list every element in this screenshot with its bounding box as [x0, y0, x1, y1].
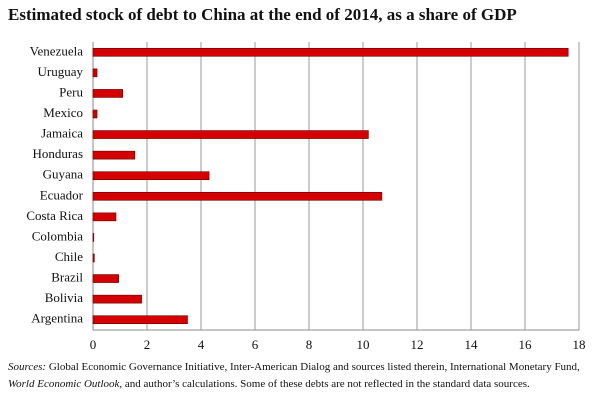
x-tick-label: 8 [306, 337, 313, 352]
y-tick-label: Colombia [32, 228, 84, 243]
source-part: Sources: [8, 361, 46, 373]
x-tick-label: 18 [573, 337, 586, 352]
y-tick-label: Costa Rica [26, 208, 83, 223]
bar [92, 109, 98, 119]
x-tick-label: 4 [198, 337, 205, 352]
x-tick-label: 6 [252, 337, 259, 352]
y-tick-label: Mexico [43, 105, 83, 120]
y-tick-label: Venezuela [30, 43, 84, 58]
y-tick-label: Jamaica [41, 126, 83, 141]
bar [92, 315, 188, 325]
bar [92, 253, 95, 263]
y-tick-label: Chile [55, 249, 83, 264]
y-tick-label: Argentina [31, 311, 83, 326]
bar [92, 233, 95, 242]
x-tick-label: 16 [519, 337, 533, 352]
chart-title: Estimated stock of debt to China at the … [8, 5, 517, 24]
source-note: Sources: Global Economic Governance Init… [8, 361, 580, 373]
bar [92, 68, 98, 78]
bar [92, 191, 383, 201]
x-tick-label: 12 [411, 337, 424, 352]
bar [92, 171, 210, 181]
y-tick-label: Ecuador [40, 187, 84, 202]
y-tick-label: Bolivia [45, 290, 84, 305]
source-part: , and author’s calculations. Some of the… [119, 378, 530, 390]
bar [92, 212, 117, 222]
x-tick-label: 2 [144, 337, 151, 352]
bar [92, 89, 124, 98]
y-tick-label: Guyana [43, 167, 84, 182]
y-tick-label: Brazil [51, 270, 83, 285]
bar [92, 150, 136, 160]
x-tick-label: 10 [357, 337, 370, 352]
source-note: World Economic Outlook, and author’s cal… [8, 378, 530, 390]
y-tick-label: Peru [59, 84, 83, 99]
x-tick-label: 14 [465, 337, 479, 352]
x-tick-label: 0 [90, 337, 97, 352]
bar [92, 130, 369, 139]
source-part: Global Economic Governance Initiative, I… [46, 361, 580, 373]
bar [92, 274, 119, 283]
y-tick-label: Uruguay [38, 64, 84, 79]
bar [92, 47, 569, 57]
source-part: World Economic Outlook [8, 378, 121, 390]
bar [92, 294, 142, 304]
y-tick-label: Honduras [32, 146, 83, 161]
